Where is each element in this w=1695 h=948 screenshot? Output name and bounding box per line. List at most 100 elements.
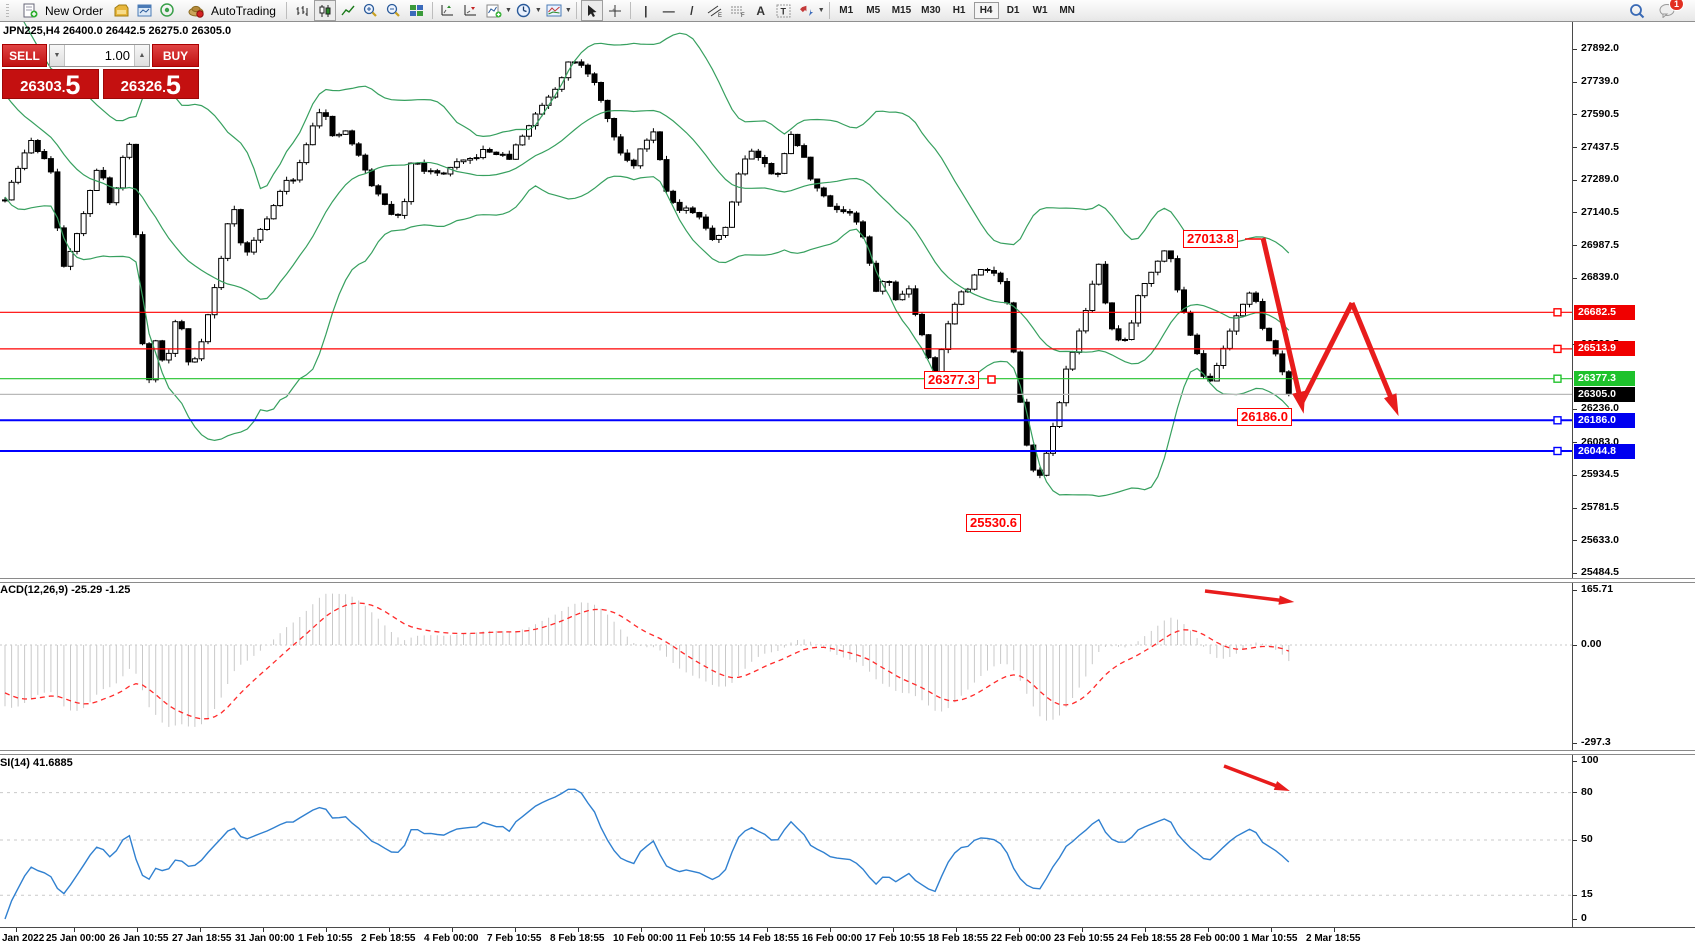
price-tick-label: 80 [1581,785,1593,798]
price-tick-label: 0 [1581,912,1587,924]
toolbar-separator [828,2,830,19]
tile-windows-icon[interactable] [406,0,428,21]
zoom-in-icon[interactable] [360,0,382,21]
timeframe-m1-button[interactable]: M1 [834,2,859,19]
timeframe-mn-button[interactable]: MN [1055,2,1080,19]
one-click-trading-panel: SELL ▼ ▲ BUY 26303 . 5 26326 . 5 [2,44,199,99]
volume-input[interactable] [65,45,135,66]
periods-icon[interactable] [513,0,535,21]
price-level-label: 26044.8 [1574,443,1635,459]
svg-text:T: T [781,6,787,16]
candlestick-chart-icon[interactable] [313,0,336,21]
arrows-caret[interactable]: ▼ [817,7,825,14]
svg-text:F: F [741,13,745,18]
price-annotation[interactable]: 26377.3 [924,371,979,389]
fibonacci-icon[interactable]: F [727,0,749,21]
price-tick-label: 25484.5 [1581,566,1619,578]
notifications-icon[interactable]: 1 [1656,0,1684,21]
buy-button[interactable]: BUY [152,44,199,67]
bar-chart-icon[interactable] [291,0,313,21]
price-tick-label: 27739.0 [1581,75,1619,88]
pane-separator[interactable] [0,578,1695,583]
price-level-label: 26186.0 [1574,412,1635,428]
crosshair-icon[interactable] [604,0,626,21]
time-axis-label: Jan 2022 [2,933,45,944]
timeframe-m5-button[interactable]: M5 [861,2,886,19]
time-axis-label: 1 Feb 10:55 [298,933,353,944]
signal-icon[interactable] [156,0,178,21]
new-order-button[interactable]: New Order [13,1,109,20]
price-tick-label: 25633.0 [1581,533,1619,546]
sell-button[interactable]: SELL [2,44,48,67]
timeframe-h4-button[interactable]: H4 [973,2,999,19]
charts-window-icon[interactable] [133,0,155,21]
toolbar-separator [285,2,287,19]
price-tick-label: 27437.5 [1581,140,1619,153]
timeframe-w1-button[interactable]: W1 [1028,2,1053,19]
price-annotation[interactable]: 25530.6 [966,514,1021,532]
price-tick-label: 100 [1581,754,1599,766]
one-click-top-row: SELL ▼ ▲ BUY [2,44,199,67]
indicators-icon[interactable] [483,0,505,21]
buy-price[interactable]: 26326 . 5 [102,69,199,99]
volume-increase-button[interactable]: ▲ [134,45,150,66]
price-tick-label: 25781.5 [1581,501,1619,514]
time-axis-label: 17 Feb 10:55 [865,933,926,944]
autotrading-button[interactable]: AutoTrading [179,1,282,20]
price-tick-label: 26987.5 [1581,238,1619,251]
cursor-icon[interactable] [580,0,603,21]
pane-separator[interactable] [0,750,1695,755]
time-axis-label: 26 Jan 10:55 [109,933,169,944]
timeframe-m30-button[interactable]: M30 [917,2,944,19]
templates-caret[interactable]: ▼ [564,7,572,14]
sell-price-main: 26303 [20,78,62,95]
templates-icon[interactable] [543,0,565,21]
price-annotation[interactable]: 26186.0 [1237,408,1292,426]
timeframe-group: M1 M5 M15 M30 H1 H4 D1 W1 MN [834,2,1080,19]
time-axis-label: 27 Jan 18:55 [172,933,232,944]
volume-decrease-button[interactable]: ▼ [50,45,66,66]
rsi-indicator-pane[interactable] [0,754,1572,927]
text-label-icon[interactable]: T [773,0,795,21]
price-annotation[interactable]: 27013.8 [1183,230,1238,248]
periods-caret[interactable]: ▼ [534,7,542,14]
time-axis-label: 8 Feb 18:55 [550,933,605,944]
auto-scroll-icon[interactable] [437,0,459,21]
time-axis-label: 14 Feb 18:55 [739,933,800,944]
chart-shift-icon[interactable] [460,0,482,21]
price-tick-label: 27289.0 [1581,173,1619,186]
rsi-header-label: RSI(14) 41.6885 [0,757,73,769]
macd-indicator-pane[interactable] [0,582,1572,751]
time-axis-label: 18 Feb 18:55 [928,933,989,944]
time-axis-label: 22 Feb 00:00 [991,933,1052,944]
sell-price[interactable]: 26303 . 5 [2,69,99,99]
autotrading-icon [185,0,207,21]
timeframe-m15-button[interactable]: M15 [888,2,915,19]
time-axis[interactable]: Jan 2022 25 Jan 00:00 26 Jan 10:55 27 Jan 1… [0,927,1695,948]
timeframe-h1-button[interactable]: H1 [947,2,972,19]
indicators-caret[interactable]: ▼ [504,7,512,14]
timeframe-d1-button[interactable]: D1 [1001,2,1026,19]
toolbar-separator [431,2,433,19]
price-level-label: 26682.5 [1574,304,1635,320]
text-icon[interactable]: A [756,3,766,18]
zoom-out-icon[interactable] [383,0,405,21]
time-axis-label: 31 Jan 00:00 [235,933,295,944]
channel-icon[interactable]: E [704,0,726,21]
horizontal-line-icon[interactable]: — [662,3,675,18]
price-axis[interactable]: 27892.0 27739.0 27590.5 27437.5 27289.0 27140… [1572,22,1695,927]
sell-price-pip: 5 [65,70,81,100]
arrows-tool-icon[interactable] [796,0,818,21]
price-level-label: 26305.0 [1574,386,1635,402]
search-icon[interactable] [1626,0,1648,21]
profiles-icon[interactable] [110,0,132,21]
trendline-icon[interactable]: / [690,3,694,18]
price-tick-label: 27892.0 [1581,42,1619,54]
toolbar: New Order AutoTrading [0,0,1695,22]
price-tick-label: 27140.5 [1581,205,1619,218]
line-chart-icon[interactable] [337,0,359,21]
vertical-line-icon[interactable]: | [644,3,648,18]
macd-header-label: MACD(12,26,9) -25.29 -1.25 [0,584,131,596]
main-price-chart[interactable] [0,22,1572,579]
time-axis-label: 7 Feb 10:55 [487,933,542,944]
